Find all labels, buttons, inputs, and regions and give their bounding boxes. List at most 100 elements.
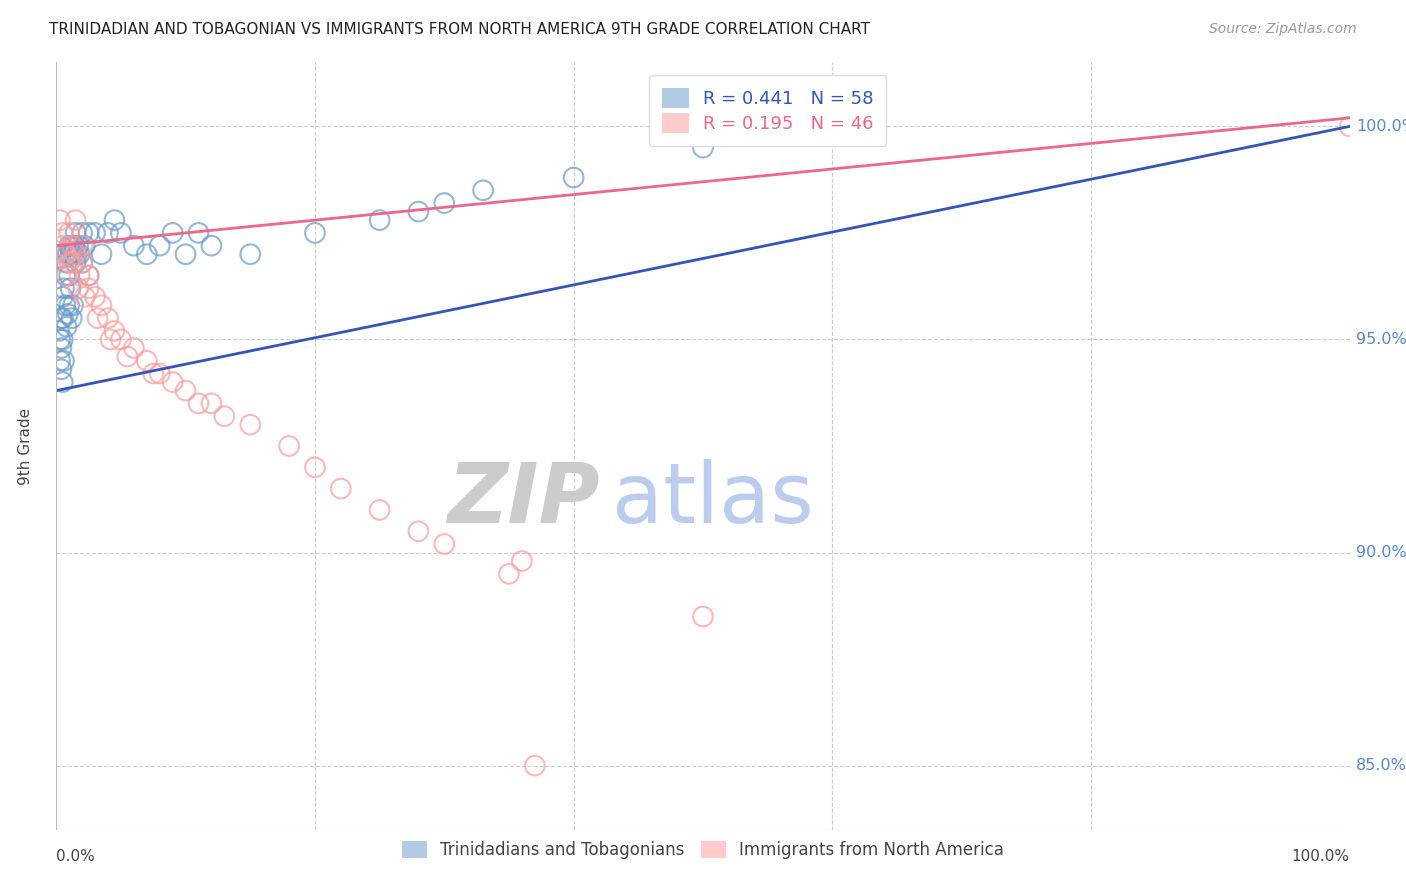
Point	[69, 268, 91, 283]
Point	[58, 298, 80, 312]
Point	[523, 758, 546, 772]
Point	[110, 226, 132, 240]
Point	[73, 290, 96, 304]
Point	[77, 268, 100, 283]
Point	[69, 247, 91, 261]
Point	[70, 238, 93, 252]
Point	[329, 482, 352, 496]
Point	[149, 238, 172, 252]
Point	[62, 247, 84, 261]
Point	[200, 396, 222, 410]
Point	[51, 311, 73, 326]
Point	[122, 341, 145, 355]
Legend: Trinidadians and Tobagonians, Immigrants from North America: Trinidadians and Tobagonians, Immigrants…	[394, 832, 1012, 867]
Point	[58, 226, 80, 240]
Point	[60, 238, 83, 252]
Point	[97, 311, 120, 326]
Point	[65, 256, 87, 270]
Point	[52, 238, 75, 252]
Text: 100.0%: 100.0%	[1357, 119, 1406, 134]
Point	[53, 353, 76, 368]
Point	[51, 341, 73, 355]
Point	[62, 256, 84, 270]
Point	[103, 213, 125, 227]
Text: ZIP: ZIP	[447, 459, 599, 541]
Text: 0.0%: 0.0%	[56, 849, 96, 863]
Point	[86, 311, 108, 326]
Point	[174, 384, 197, 398]
Point	[562, 170, 585, 185]
Point	[117, 350, 139, 364]
Text: Source: ZipAtlas.com: Source: ZipAtlas.com	[1209, 22, 1357, 37]
Point	[65, 247, 87, 261]
Point	[77, 226, 100, 240]
Point	[498, 566, 520, 581]
Point	[63, 238, 86, 252]
Point	[304, 460, 326, 475]
Point	[110, 333, 132, 347]
Point	[239, 417, 262, 432]
Point	[135, 353, 157, 368]
Point	[174, 247, 197, 261]
Point	[84, 226, 107, 240]
Point	[77, 281, 100, 295]
Point	[58, 256, 80, 270]
Point	[472, 183, 495, 197]
Point	[278, 439, 301, 453]
Point	[62, 298, 84, 312]
Point	[149, 367, 172, 381]
Point	[51, 362, 73, 376]
Point	[48, 324, 70, 338]
Point	[49, 213, 72, 227]
Point	[368, 503, 391, 517]
Point	[214, 409, 236, 424]
Point	[60, 238, 83, 252]
Point	[77, 268, 100, 283]
Text: 100.0%: 100.0%	[1292, 849, 1350, 863]
Text: 9th Grade: 9th Grade	[18, 408, 32, 484]
Point	[59, 247, 82, 261]
Point	[55, 256, 77, 270]
Text: atlas: atlas	[613, 459, 814, 541]
Point	[55, 247, 77, 261]
Point	[73, 238, 96, 252]
Point	[56, 307, 79, 321]
Point	[70, 256, 93, 270]
Point	[100, 333, 122, 347]
Point	[433, 196, 456, 211]
Point	[49, 333, 72, 347]
Point	[67, 238, 90, 252]
Point	[368, 213, 391, 227]
Point	[135, 247, 157, 261]
Point	[142, 367, 165, 381]
Point	[1339, 120, 1361, 134]
Point	[53, 268, 76, 283]
Point	[200, 238, 222, 252]
Point	[510, 554, 533, 568]
Point	[53, 281, 76, 295]
Point	[433, 537, 456, 551]
Point	[59, 281, 82, 295]
Point	[97, 226, 120, 240]
Point	[408, 524, 430, 539]
Point	[70, 256, 93, 270]
Point	[60, 311, 83, 326]
Text: 95.0%: 95.0%	[1357, 332, 1406, 347]
Point	[162, 226, 184, 240]
Point	[53, 298, 76, 312]
Point	[103, 324, 125, 338]
Point	[84, 290, 107, 304]
Point	[692, 141, 714, 155]
Point	[162, 375, 184, 389]
Point	[66, 247, 89, 261]
Point	[67, 281, 90, 295]
Point	[52, 226, 75, 240]
Point	[692, 609, 714, 624]
Point	[56, 247, 79, 261]
Point	[70, 226, 93, 240]
Point	[304, 226, 326, 240]
Point	[58, 268, 80, 283]
Point	[90, 298, 112, 312]
Text: 90.0%: 90.0%	[1357, 545, 1406, 560]
Point	[55, 319, 77, 334]
